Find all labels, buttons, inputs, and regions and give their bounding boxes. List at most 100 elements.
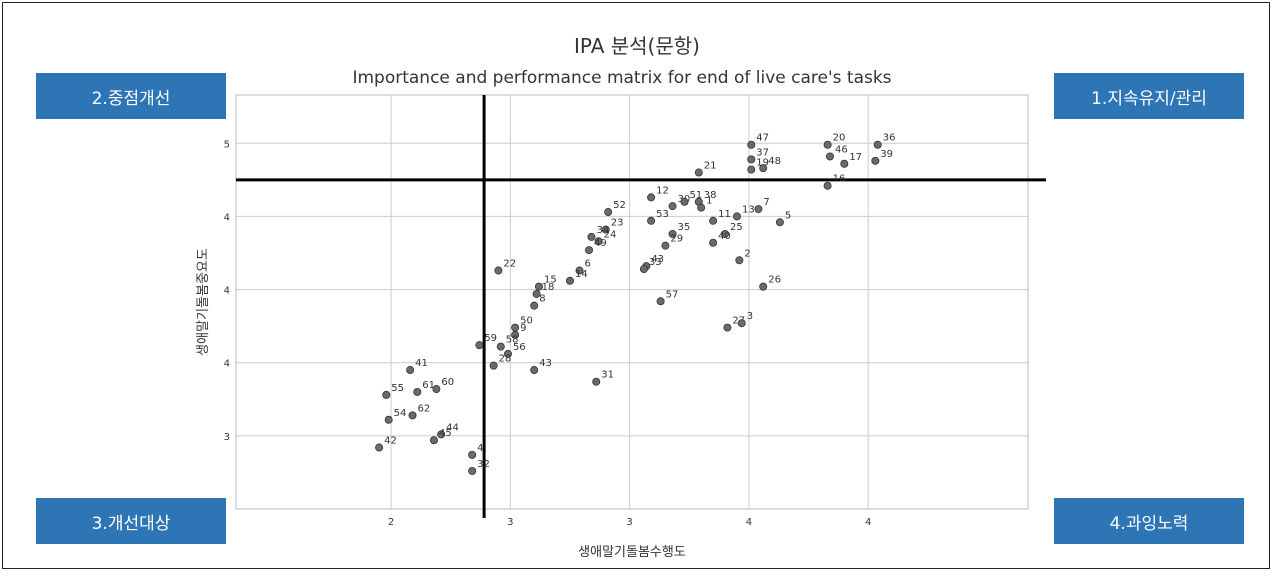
scatter-point: [661, 241, 670, 250]
scatter-point: [468, 450, 477, 459]
scatter-point: [732, 212, 741, 221]
x-tick-label: 4: [746, 517, 752, 528]
scatter-point: [754, 205, 763, 214]
point-label: 5: [785, 210, 791, 221]
point-label: 58: [506, 335, 519, 346]
point-label: 17: [849, 152, 862, 163]
scatter-point: [709, 238, 718, 247]
point-label: 24: [604, 229, 617, 240]
scatter-point: [413, 387, 422, 396]
point-label: 41: [415, 358, 428, 369]
scatter-point: [432, 385, 441, 394]
scatter-point: [489, 361, 498, 370]
point-label: 25: [730, 222, 743, 233]
scatter-point: [375, 443, 384, 452]
point-label: 52: [613, 200, 626, 211]
point-label: 23: [611, 218, 624, 229]
point-label: 28: [499, 354, 512, 365]
point-label: 2: [744, 248, 750, 259]
chart-title: IPA 분석(문항): [574, 34, 700, 58]
point-label: 51: [689, 190, 702, 201]
scatter-point: [871, 156, 880, 165]
scatter-point: [759, 282, 768, 291]
scatter-point: [647, 193, 656, 202]
point-label: 54: [394, 408, 407, 419]
point-label: 45: [439, 428, 452, 439]
scatter-point: [709, 216, 718, 225]
point-label: 12: [656, 185, 669, 196]
chart-subtitle: Importance and performance matrix for en…: [352, 68, 891, 88]
point-label: 62: [418, 403, 431, 414]
scatter-point: [494, 266, 503, 275]
x-tick-label: 3: [507, 517, 513, 528]
point-label: 29: [670, 234, 683, 245]
point-label: 8: [539, 294, 545, 305]
y-tick-label: 4: [224, 286, 230, 297]
plot-area: [235, 94, 1029, 510]
scatter-point: [503, 349, 512, 358]
scatter-point: [585, 246, 594, 255]
scatter-point: [737, 319, 746, 328]
scatter-point: [647, 216, 656, 225]
point-label: 6: [585, 259, 591, 270]
scatter-point: [532, 289, 541, 298]
point-label: 39: [880, 149, 893, 160]
scatter-point: [496, 342, 505, 351]
point-label: 47: [756, 133, 769, 144]
reference-lines: [236, 95, 1046, 518]
scatter-point: [680, 197, 689, 206]
point-label: 37: [756, 147, 769, 158]
point-label: 31: [601, 370, 614, 381]
x-tick-label: 3: [626, 517, 632, 528]
scatter-point: [594, 237, 603, 246]
scatter-point: [735, 256, 744, 265]
scatter-point: [747, 165, 756, 174]
scatter-point: [575, 266, 584, 275]
scatter-point: [429, 436, 438, 445]
quadrant-label-1: 1.지속유지/관리: [1054, 73, 1244, 119]
point-label: 33: [649, 257, 662, 268]
point-label: 18: [542, 282, 555, 293]
point-label: 43: [651, 254, 664, 265]
point-label: 14: [575, 269, 588, 280]
scatter-point: [697, 203, 706, 212]
y-tick-label: 4: [224, 212, 230, 223]
scatter-point: [759, 164, 768, 173]
point-label: 4: [477, 443, 483, 454]
point-label: 57: [666, 289, 679, 300]
point-label: 46: [835, 144, 848, 155]
scatter-point: [694, 168, 703, 177]
point-label: 22: [503, 259, 516, 270]
scatter-point: [721, 229, 730, 238]
scatter-point: [639, 265, 648, 274]
scatter-point: [656, 297, 665, 306]
y-tick-label: 5: [224, 139, 230, 150]
quadrant-label-4: 4.과잉노력: [1054, 498, 1244, 544]
point-label: 43: [539, 358, 552, 369]
point-label: 9: [520, 323, 526, 334]
point-label: 19: [756, 158, 769, 169]
scatter-point: [384, 415, 393, 424]
point-label: 53: [656, 209, 669, 220]
point-label: 40: [718, 231, 731, 242]
scatter-point: [747, 140, 756, 149]
scatter-point: [775, 218, 784, 227]
point-label: 60: [441, 377, 454, 388]
scatter-point: [468, 466, 477, 475]
point-label: 49: [594, 238, 607, 249]
point-label: 34: [596, 225, 609, 236]
scatter-point: [382, 390, 391, 399]
point-label: 38: [704, 190, 717, 201]
point-label: 16: [833, 174, 846, 185]
scatter-point: [511, 330, 520, 339]
point-label: 32: [477, 459, 490, 470]
point-label: 3: [747, 311, 753, 322]
point-label: 36: [883, 133, 896, 144]
point-label: 56: [513, 342, 526, 353]
scatter-point: [475, 341, 484, 350]
scatter-point: [823, 181, 832, 190]
x-tick-label: 4: [865, 517, 871, 528]
point-label: 42: [384, 436, 397, 447]
